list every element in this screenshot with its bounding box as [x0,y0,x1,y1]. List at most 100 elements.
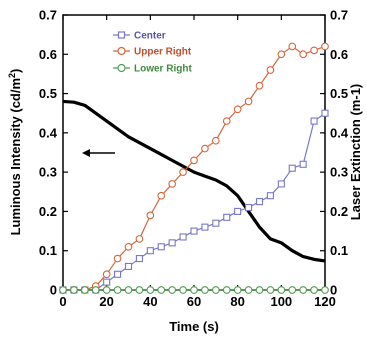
data-point [135,235,144,243]
legend-label-center: Center [134,31,166,42]
data-point [266,66,275,74]
right-y-tick-label: 0.2 [330,204,348,219]
x-axis-ticks: 0 20 40 60 80 100 120 [59,15,336,309]
left-y-tick-label: 0.2 [39,204,57,219]
data-point [321,109,329,117]
left-y-tick-label: 0.3 [39,165,57,180]
data-point [146,247,154,255]
data-point [102,270,111,279]
data-point [266,192,274,200]
legend-marker-center [117,31,126,39]
data-point [146,211,155,220]
x-tick-label: 20 [99,294,113,309]
data-point [310,117,318,125]
legend-item-upper-right: Upper Right [113,47,192,58]
data-point [212,219,220,227]
left-y-axis-title-close: ) [8,69,23,73]
data-point [299,160,307,168]
data-point [168,239,176,247]
data-point [288,286,297,294]
data-point [321,286,329,294]
data-point [157,243,165,251]
data-point [168,286,177,294]
legend-item-center: Center [113,31,166,42]
right-y-tick-label: 0.6 [330,47,348,62]
data-point [179,168,187,176]
data-point [222,117,231,125]
data-point [179,286,187,294]
data-point [277,50,286,59]
x-tick-label: 40 [143,294,157,309]
x-tick-label: 100 [270,294,292,309]
data-point [135,255,143,263]
arrow-annotation [82,149,115,157]
data-point [59,286,67,294]
data-point [113,254,122,263]
data-point [321,42,329,51]
data-point [124,242,133,251]
data-point [201,223,209,231]
data-point [135,286,144,294]
left-y-tick-label: 0.4 [39,125,58,140]
data-point [124,286,133,294]
data-point [157,286,166,294]
x-axis-title: Time (s) [169,319,219,334]
left-y-tick-label: 0.5 [39,86,57,101]
left-y-tick-label: 0.1 [39,243,57,258]
data-point [255,198,264,206]
data-point [113,286,122,294]
right-y-axis-ticks: 0 0.1 0.2 0.3 0.4 0.5 0.6 0.7 [320,8,349,298]
data-point [288,164,296,172]
data-point [277,286,286,294]
left-y-axis-title: Luminous Intensity (cd/m2) [7,69,23,236]
data-point [255,286,264,294]
left-y-tick-label: 0.7 [39,8,57,23]
data-point [201,286,209,294]
data-point [70,286,78,294]
data-point [80,286,89,294]
left-y-tick-label: 0 [50,283,57,298]
data-point [103,278,111,286]
legend-marker-lower-right [117,63,126,73]
arrow-head [82,149,90,157]
data-point [190,286,198,294]
series-line [63,112,326,291]
data-point [245,203,253,212]
legend-marker-upper-right [117,46,126,56]
data-point [288,42,297,51]
series-layer [59,42,329,294]
data-point [91,286,100,294]
series-lower-right [59,286,329,294]
data-point [277,180,285,188]
luminous-intensity-line [62,99,326,263]
data-point [310,46,318,55]
data-point [310,286,318,294]
data-point [299,286,308,294]
data-point [233,286,242,294]
data-point [114,270,122,278]
data-point [244,97,253,106]
data-point [201,144,209,153]
right-y-tick-label: 0.7 [330,8,348,23]
data-point [266,286,275,294]
data-point [222,286,231,294]
data-point [157,191,166,200]
data-point [102,286,111,294]
right-y-axis-title: Laser Extinction (m-1) [348,84,363,221]
data-point [255,81,264,90]
right-y-tick-label: 0.3 [330,165,348,180]
legend-label-lower-right: Lower Right [134,64,192,75]
data-point [234,207,242,215]
series-upper-right [59,42,329,294]
series-center [59,109,329,294]
data-point [146,286,155,294]
data-point [244,286,253,294]
data-point [190,156,198,165]
legend: Center Upper Right Lower Right [113,31,192,75]
left-y-axis-ticks: 0 0.1 0.2 0.3 0.4 0.5 0.6 0.7 [39,8,68,298]
data-point [190,227,198,235]
legend-label-upper-right: Upper Right [134,47,192,58]
x-tick-label: 60 [187,294,201,309]
data-point [233,105,242,114]
x-tick-label: 80 [230,294,244,309]
